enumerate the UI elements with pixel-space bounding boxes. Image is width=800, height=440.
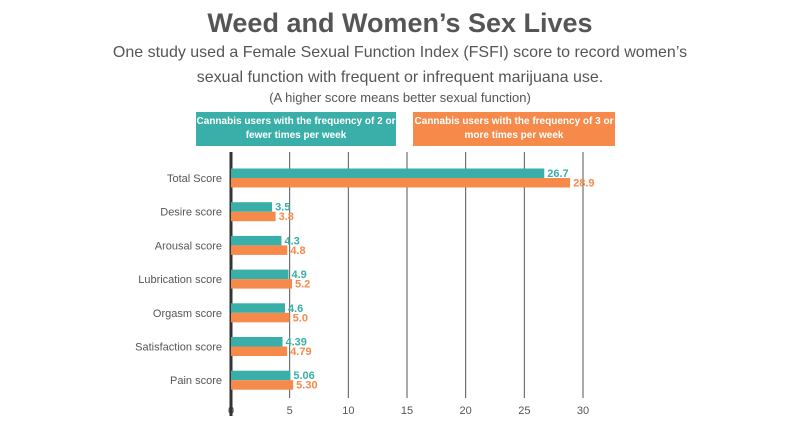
chart-title: Weed and Women’s Sex Lives <box>207 8 593 38</box>
x-tick-label: 30 <box>577 405 589 417</box>
x-tick-label: 5 <box>287 405 293 417</box>
value-label: 5.06 <box>293 370 314 382</box>
value-label: 3.5 <box>275 202 290 214</box>
bar <box>231 202 273 212</box>
bar <box>231 380 294 390</box>
bar <box>231 178 571 188</box>
value-label: 5.2 <box>295 279 310 291</box>
value-label: 4.79 <box>290 346 311 358</box>
bar <box>231 303 285 313</box>
x-tick-label: 10 <box>342 405 354 417</box>
category-label: Total Score <box>167 173 222 185</box>
x-tick-label: 25 <box>518 405 530 417</box>
legend-series-2: Cannabis users with the frequency of 3 o… <box>413 112 615 146</box>
chart-note: (A higher score means better sexual func… <box>269 90 531 105</box>
value-label: 28.9 <box>573 178 594 190</box>
x-tick-label: 20 <box>460 405 472 417</box>
chart-subtitle: One study used a Female Sexual Function … <box>112 44 688 86</box>
category-label: Satisfaction score <box>135 342 222 354</box>
value-label: 26.7 <box>547 168 568 180</box>
bar <box>231 370 291 381</box>
value-label: 5.30 <box>296 380 317 392</box>
value-label: 5.0 <box>293 312 308 324</box>
category-label: Desire score <box>160 207 222 219</box>
value-label: 4.8 <box>290 245 305 257</box>
legend-series-1: Cannabis users with the frequency of 2 o… <box>196 112 396 146</box>
x-tick-label: 15 <box>401 405 413 417</box>
value-label: 4.39 <box>286 337 307 349</box>
bar <box>231 211 276 222</box>
value-label: 4.6 <box>288 303 303 315</box>
value-label: 3.8 <box>279 211 294 223</box>
bar <box>231 312 290 323</box>
bar <box>231 245 288 255</box>
bar <box>231 235 282 246</box>
category-label: Pain score <box>170 375 222 387</box>
category-label: Lubrication score <box>138 274 222 286</box>
value-label: 4.3 <box>284 235 299 247</box>
bar <box>231 168 545 178</box>
bar <box>231 346 288 356</box>
bar <box>231 337 283 347</box>
bar <box>231 279 293 289</box>
category-label: Arousal score <box>155 240 222 252</box>
category-label: Orgasm score <box>153 308 222 320</box>
bar <box>231 269 289 280</box>
value-label: 4.9 <box>291 269 306 281</box>
